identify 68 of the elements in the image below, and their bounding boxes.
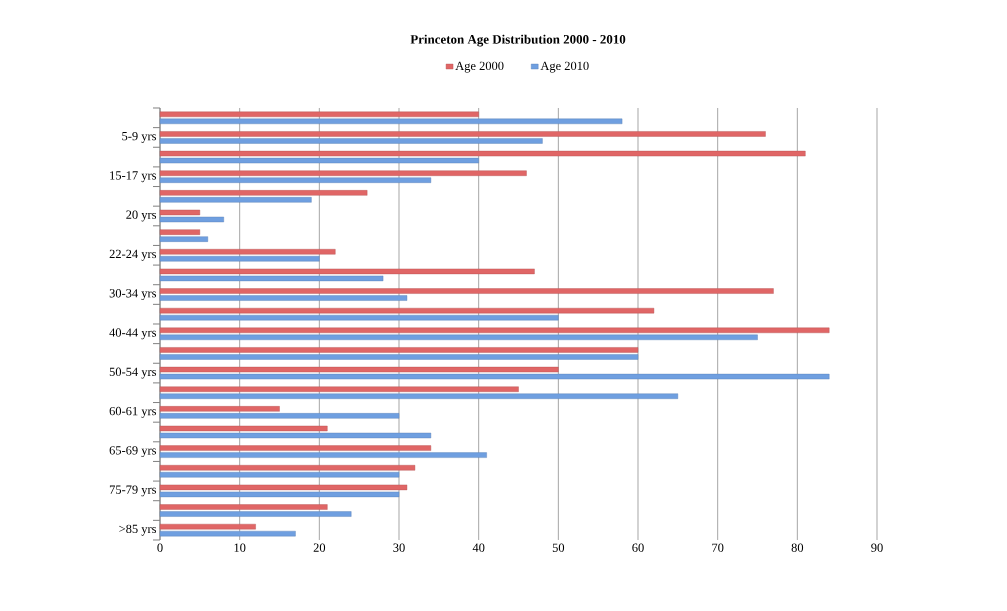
bar (159, 249, 336, 255)
bar (159, 465, 416, 471)
x-tick-label: 10 (234, 543, 246, 552)
bar (159, 275, 384, 282)
x-tick-label: 30 (393, 543, 405, 552)
bar (159, 197, 312, 203)
y-tick-label: 30-34 yrs (109, 289, 157, 301)
y-tick-label: >85 yrs (119, 524, 157, 536)
bar (159, 452, 487, 458)
y-tick-label: 60-61 yrs (109, 406, 157, 418)
y-tick-label: 5-9 yrs (122, 131, 157, 143)
bar (159, 530, 296, 537)
bar (159, 413, 400, 419)
bar (159, 347, 639, 353)
x-tick-label: 90 (871, 543, 883, 552)
y-tick-label: 75-79 yrs (109, 485, 157, 497)
legend-label: Age 2000 (455, 61, 504, 73)
bar (159, 157, 479, 164)
bar (159, 432, 432, 439)
bar (159, 268, 535, 275)
bar (159, 216, 224, 223)
bar (159, 307, 655, 314)
x-tick-label: 80 (791, 543, 804, 552)
x-tick-label: 70 (712, 543, 724, 552)
bar (159, 314, 559, 321)
bar (159, 386, 519, 392)
bar (159, 393, 679, 399)
bar (159, 256, 320, 262)
bar (159, 131, 766, 137)
bar (159, 229, 201, 235)
bar (159, 366, 559, 373)
chart-title: Princeton Age Distribution 2000 - 2010 (410, 34, 626, 47)
bar (159, 111, 479, 118)
y-tick-label: 15-17 yrs (110, 171, 157, 183)
x-tick-label: 50 (552, 543, 565, 552)
bar (159, 118, 623, 125)
x-tick-label: 20 (313, 543, 326, 552)
bar (159, 472, 400, 478)
x-tick-label: 60 (632, 543, 644, 552)
y-tick-label: 22-24 yrs (109, 249, 157, 261)
legend-label: Age 2010 (540, 61, 589, 73)
bar (159, 484, 408, 491)
y-tick-label: 50-54 yrs (109, 367, 157, 379)
bar (159, 523, 256, 530)
y-tick-label: 20 yrs (126, 210, 157, 222)
bar (159, 445, 432, 451)
bar (159, 190, 368, 196)
bar (159, 425, 328, 432)
bar (159, 150, 806, 157)
bar (159, 295, 408, 301)
bar (159, 511, 352, 517)
x-tick-label: 0 (157, 543, 163, 552)
bar (159, 406, 280, 412)
bar (159, 170, 527, 176)
y-tick-label: 65-69 yrs (109, 446, 157, 458)
bar (159, 354, 639, 360)
x-tick-label: 40 (472, 543, 485, 552)
bar (159, 504, 328, 510)
y-tick-label: 40-44 yrs (109, 328, 157, 340)
bar (159, 138, 543, 144)
bar (159, 334, 758, 341)
bar (159, 327, 830, 334)
bar (159, 373, 830, 380)
bar (159, 236, 209, 242)
bar (159, 209, 201, 216)
bar (159, 288, 774, 294)
bar (159, 177, 432, 183)
bar (159, 491, 400, 498)
